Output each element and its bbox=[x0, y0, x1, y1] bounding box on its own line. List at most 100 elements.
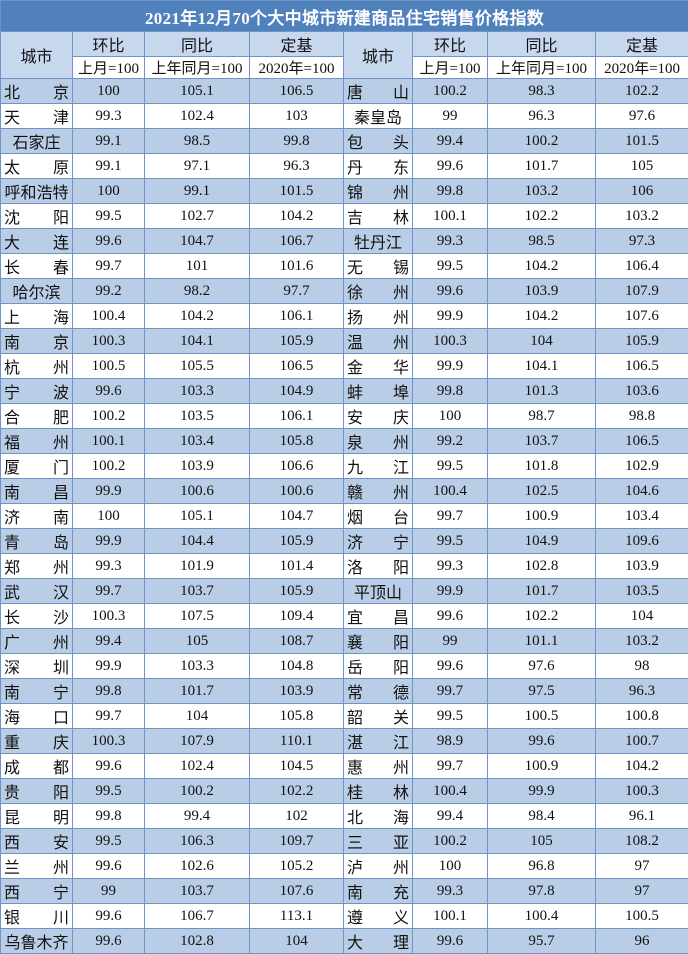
fixed-value: 106.4 bbox=[596, 254, 688, 279]
fixed-value: 101.5 bbox=[250, 179, 344, 204]
city-name: 乌鲁木齐 bbox=[1, 929, 73, 954]
mom-value: 99.6 bbox=[413, 929, 488, 954]
fixed-value: 105.9 bbox=[250, 529, 344, 554]
fixed-value: 101.4 bbox=[250, 554, 344, 579]
mom-value: 99.5 bbox=[73, 779, 145, 804]
yoy-value: 102.2 bbox=[488, 604, 596, 629]
city-name: 泸州 bbox=[344, 854, 413, 879]
mom-value: 100 bbox=[73, 79, 145, 104]
fixed-value: 103.9 bbox=[596, 554, 688, 579]
city-name: 青岛 bbox=[1, 529, 73, 554]
yoy-value: 102.8 bbox=[145, 929, 250, 954]
yoy-value: 100.9 bbox=[488, 504, 596, 529]
mom-value: 99.8 bbox=[73, 679, 145, 704]
mom-value: 99.6 bbox=[73, 904, 145, 929]
fixed-value: 105 bbox=[596, 154, 688, 179]
yoy-value: 99.6 bbox=[488, 729, 596, 754]
yoy-value: 96.3 bbox=[488, 104, 596, 129]
yoy-value: 107.9 bbox=[145, 729, 250, 754]
mom-value: 100.3 bbox=[73, 604, 145, 629]
yoy-value: 102.7 bbox=[145, 204, 250, 229]
yoy-value: 105.1 bbox=[145, 79, 250, 104]
mom-value: 99 bbox=[413, 104, 488, 129]
city-name: 蚌埠 bbox=[344, 379, 413, 404]
yoy-value: 103.5 bbox=[145, 404, 250, 429]
mom-value: 99.7 bbox=[73, 704, 145, 729]
fixed-value: 109.7 bbox=[250, 829, 344, 854]
mom-value: 99.6 bbox=[413, 154, 488, 179]
mom-value: 99.7 bbox=[413, 679, 488, 704]
mom-value: 99.9 bbox=[413, 579, 488, 604]
mom-value: 99.9 bbox=[73, 479, 145, 504]
mom-value: 99.3 bbox=[73, 554, 145, 579]
mom-value: 99.3 bbox=[413, 229, 488, 254]
city-name: 宁波 bbox=[1, 379, 73, 404]
header-mom: 环比 bbox=[413, 32, 488, 57]
city-name: 襄阳 bbox=[344, 629, 413, 654]
yoy-value: 103.9 bbox=[145, 454, 250, 479]
city-name: 成都 bbox=[1, 754, 73, 779]
yoy-value: 103.7 bbox=[145, 579, 250, 604]
city-name: 深圳 bbox=[1, 654, 73, 679]
yoy-value: 102.4 bbox=[145, 754, 250, 779]
fixed-value: 102.2 bbox=[596, 79, 688, 104]
city-name: 哈尔滨 bbox=[1, 279, 73, 304]
table-title: 2021年12月70个大中城市新建商品住宅销售价格指数 bbox=[1, 1, 688, 32]
city-name: 平顶山 bbox=[344, 579, 413, 604]
mom-value: 98.9 bbox=[413, 729, 488, 754]
mom-value: 99.5 bbox=[73, 204, 145, 229]
yoy-value: 100.5 bbox=[488, 704, 596, 729]
header-mom-base: 上月=100 bbox=[73, 57, 145, 79]
mom-value: 100.2 bbox=[73, 404, 145, 429]
city-name: 金华 bbox=[344, 354, 413, 379]
fixed-value: 104.5 bbox=[250, 754, 344, 779]
yoy-value: 104.1 bbox=[145, 329, 250, 354]
yoy-value: 102.2 bbox=[488, 204, 596, 229]
fixed-value: 97.3 bbox=[596, 229, 688, 254]
city-name: 昆明 bbox=[1, 804, 73, 829]
yoy-value: 98.7 bbox=[488, 404, 596, 429]
city-name: 无锡 bbox=[344, 254, 413, 279]
yoy-value: 100.2 bbox=[488, 129, 596, 154]
yoy-value: 97.8 bbox=[488, 879, 596, 904]
fixed-value: 98.8 bbox=[596, 404, 688, 429]
fixed-value: 96.3 bbox=[596, 679, 688, 704]
city-name: 广州 bbox=[1, 629, 73, 654]
fixed-value: 105.9 bbox=[250, 329, 344, 354]
fixed-value: 102.2 bbox=[250, 779, 344, 804]
fixed-value: 103.2 bbox=[596, 204, 688, 229]
yoy-value: 97.5 bbox=[488, 679, 596, 704]
mom-value: 100.1 bbox=[73, 429, 145, 454]
fixed-value: 110.1 bbox=[250, 729, 344, 754]
yoy-value: 102.8 bbox=[488, 554, 596, 579]
mom-value: 99.5 bbox=[413, 704, 488, 729]
city-name: 沈阳 bbox=[1, 204, 73, 229]
mom-value: 99.5 bbox=[413, 529, 488, 554]
city-name: 合肥 bbox=[1, 404, 73, 429]
yoy-value: 101.7 bbox=[488, 579, 596, 604]
fixed-value: 102.9 bbox=[596, 454, 688, 479]
fixed-value: 97.6 bbox=[596, 104, 688, 129]
mom-value: 99.3 bbox=[413, 554, 488, 579]
yoy-value: 96.8 bbox=[488, 854, 596, 879]
city-name: 三亚 bbox=[344, 829, 413, 854]
header-fixed-base: 2020年=100 bbox=[596, 57, 688, 79]
city-name: 太原 bbox=[1, 154, 73, 179]
city-name: 重庆 bbox=[1, 729, 73, 754]
yoy-value: 98.4 bbox=[488, 804, 596, 829]
mom-value: 99.6 bbox=[413, 654, 488, 679]
